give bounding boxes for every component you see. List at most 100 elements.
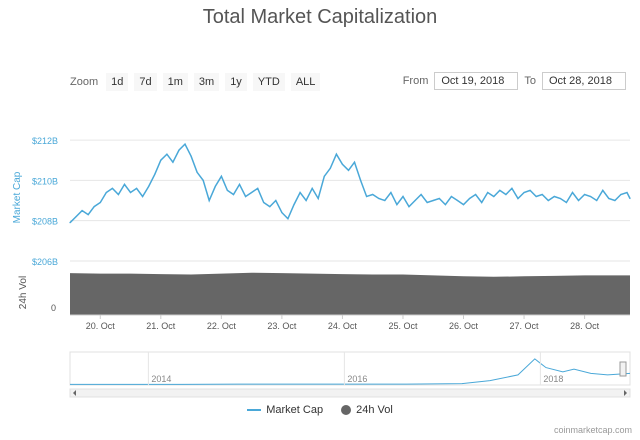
market-cap-point xyxy=(384,199,386,202)
market-cap-point xyxy=(335,153,337,155)
zoom-all-button[interactable]: ALL xyxy=(290,73,321,91)
market-cap-point xyxy=(432,199,434,202)
date-range: From Oct 19, 2018 To Oct 28, 2018 xyxy=(403,72,626,90)
x-tick-label: 22. Oct xyxy=(207,321,237,331)
x-tick-label: 23. Oct xyxy=(267,321,297,331)
market-cap-point xyxy=(232,193,235,196)
market-cap-point xyxy=(614,199,616,202)
market-cap-point xyxy=(577,199,580,202)
x-tick-label: 21. Oct xyxy=(146,321,176,331)
market-cap-point xyxy=(202,179,204,181)
y-tick-label: $208B xyxy=(32,217,58,227)
market-cap-point xyxy=(87,214,89,216)
market-cap-point xyxy=(629,197,631,200)
market-cap-point xyxy=(148,185,150,188)
zoom-7d-button[interactable]: 7d xyxy=(134,73,157,91)
navigator-tick-label: 2014 xyxy=(151,374,171,384)
market-cap-point xyxy=(583,193,586,196)
market-cap-point xyxy=(353,161,356,163)
market-cap-point xyxy=(317,197,319,200)
market-cap-point xyxy=(378,197,380,200)
market-cap-point xyxy=(238,183,241,186)
market-cap-point xyxy=(263,201,265,204)
legend: Market Cap 24h Vol xyxy=(0,404,640,416)
market-cap-point xyxy=(275,199,277,202)
x-tick-label: 26. Oct xyxy=(449,321,479,331)
market-cap-point xyxy=(323,175,325,177)
market-cap-point xyxy=(166,153,168,155)
legend-item-market-cap[interactable]: Market Cap xyxy=(247,404,323,416)
market-cap-line xyxy=(69,142,631,224)
zoom-1y-button[interactable]: 1y xyxy=(225,73,247,91)
market-cap-point xyxy=(299,191,301,194)
market-cap-point xyxy=(438,197,440,200)
market-cap-point xyxy=(160,159,162,161)
market-cap-point xyxy=(372,193,374,196)
market-cap-point xyxy=(602,189,604,192)
market-cap-point xyxy=(214,185,216,188)
zoom-ytd-button[interactable]: YTD xyxy=(252,73,285,91)
legend-label-24h-vol: 24h Vol xyxy=(356,404,393,416)
x-tick-label: 27. Oct xyxy=(510,321,540,331)
market-cap-point xyxy=(305,199,307,202)
market-cap-point xyxy=(487,191,489,194)
market-cap-point xyxy=(196,171,198,173)
market-cap-point xyxy=(257,187,259,190)
market-cap-point xyxy=(178,149,180,151)
to-label: To xyxy=(524,75,536,87)
market-cap-point xyxy=(517,197,519,200)
market-cap-point xyxy=(511,187,513,190)
scroll-right-icon[interactable] xyxy=(624,390,627,396)
market-cap-point xyxy=(420,193,422,196)
from-label: From xyxy=(402,75,429,87)
scroll-left-icon[interactable] xyxy=(73,390,76,396)
market-cap-point xyxy=(105,191,107,194)
market-cap-point xyxy=(269,205,271,208)
x-tick-label: 28. Oct xyxy=(570,321,600,331)
navigator-tick-label: 2016 xyxy=(347,374,367,384)
market-cap-point xyxy=(559,197,561,200)
from-date-input[interactable]: Oct 19, 2018 xyxy=(434,72,519,90)
legend-label-market-cap: Market Cap xyxy=(266,404,324,416)
x-tick-label: 25. Oct xyxy=(388,321,418,331)
line-swatch-icon xyxy=(247,409,262,411)
to-date-input[interactable]: Oct 28, 2018 xyxy=(542,72,626,90)
market-cap-point xyxy=(396,203,398,206)
market-cap-point xyxy=(620,193,622,196)
zoom-1m-button[interactable]: 1m xyxy=(162,73,188,91)
market-cap-point xyxy=(626,191,628,194)
market-cap-point xyxy=(311,187,313,190)
vol-tick-label: 0 xyxy=(51,303,56,313)
navigator-handle-icon[interactable] xyxy=(619,361,627,377)
zoom-bar: Zoom 1d 7d 1m 3m 1y YTD ALL xyxy=(70,73,321,91)
chart-title: Total Market Capitalization xyxy=(202,6,438,28)
y-tick-label: $212B xyxy=(32,136,58,146)
market-cap-point xyxy=(408,205,410,208)
zoom-3m-button[interactable]: 3m xyxy=(193,73,220,91)
market-cap-point xyxy=(341,163,344,165)
vol-axis-title: 24h Vol xyxy=(18,276,29,309)
market-cap-point xyxy=(129,191,132,194)
market-cap-point xyxy=(426,201,428,204)
market-cap-point xyxy=(523,191,525,194)
market-cap-point xyxy=(366,195,368,198)
market-cap-point xyxy=(208,199,210,202)
market-cap-point xyxy=(535,195,537,198)
navigator-line xyxy=(70,358,631,385)
market-cap-point xyxy=(390,191,392,194)
y-tick-label: $210B xyxy=(32,176,58,186)
zoom-1d-button[interactable]: 1d xyxy=(106,73,129,91)
x-tick-label: 24. Oct xyxy=(328,321,358,331)
market-cap-point xyxy=(135,187,138,190)
market-cap-point xyxy=(499,189,501,192)
market-cap-point xyxy=(505,193,507,196)
market-cap-point xyxy=(251,191,253,194)
credit-text[interactable]: coinmarketcap.com xyxy=(553,425,632,435)
market-cap-point xyxy=(184,143,186,145)
market-cap-point xyxy=(444,203,446,206)
market-cap-point xyxy=(172,161,174,163)
market-cap-point xyxy=(117,193,120,196)
legend-item-24h-vol[interactable]: 24h Vol xyxy=(341,404,393,416)
scrollbar-track[interactable] xyxy=(69,388,631,398)
market-cap-point xyxy=(93,205,95,208)
